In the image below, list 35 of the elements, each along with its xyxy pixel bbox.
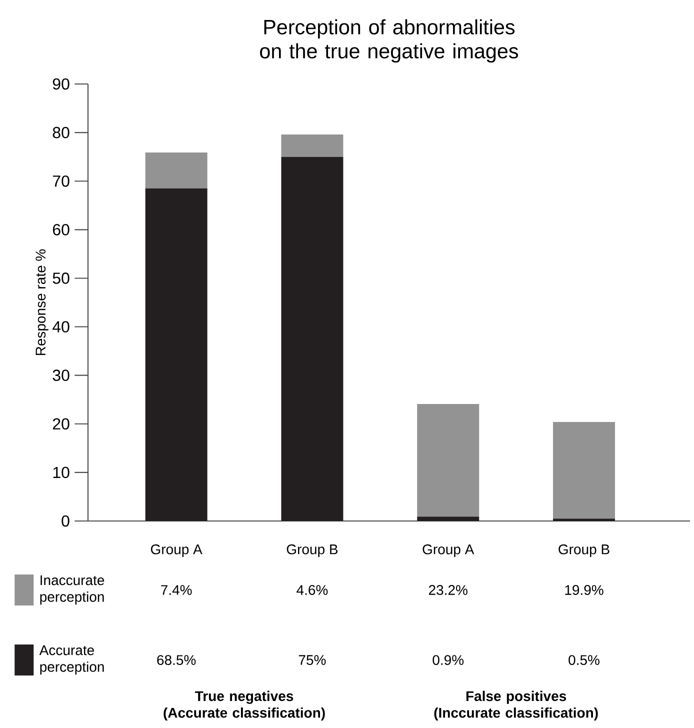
data-label: 4.6%	[296, 585, 328, 595]
bar	[417, 404, 480, 517]
y-tick-label: 40	[52, 321, 70, 332]
bar	[281, 134, 344, 157]
x-tick-label: Group B	[286, 544, 338, 558]
data-label: 7.4%	[161, 585, 192, 595]
bar	[145, 152, 208, 188]
text: True negatives (Accurate classification)	[164, 690, 325, 721]
y-tick-label: 30	[52, 370, 70, 381]
bar	[417, 516, 480, 521]
y-tick-label: 90	[52, 78, 70, 90]
bar	[553, 422, 616, 519]
legend-label: Accurate perception	[39, 645, 104, 675]
legend-label: Inaccurate perception	[40, 575, 104, 605]
y-tick-label: 80	[52, 126, 70, 138]
data-label: 0.9%	[432, 655, 464, 665]
data-label: 0.5%	[568, 655, 600, 665]
text: False positives (Inccurate classification)	[434, 690, 598, 721]
y-axis-title: Response rate %	[36, 249, 48, 356]
data-label: 23.2%	[428, 585, 468, 595]
y-tick-label: 10	[53, 466, 70, 478]
data-label: 68.5%	[157, 655, 196, 665]
y-tick-label: 20	[52, 418, 70, 430]
y-tick-label: 50	[52, 272, 70, 284]
bar	[145, 188, 208, 521]
data-label: 75%	[298, 655, 326, 665]
data-label: 19.9%	[565, 585, 604, 595]
bar	[281, 156, 344, 521]
x-tick-label: Group A	[422, 544, 474, 558]
chart-title: Perception of abnormalities on the true negative images	[260, 19, 518, 63]
y-tick-label: 0	[62, 515, 70, 527]
y-tick-label: 60	[52, 224, 70, 236]
x-tick-label: Group A	[150, 544, 202, 558]
y-tick-label: 70	[52, 175, 70, 187]
x-tick-label: Group B	[558, 544, 610, 558]
